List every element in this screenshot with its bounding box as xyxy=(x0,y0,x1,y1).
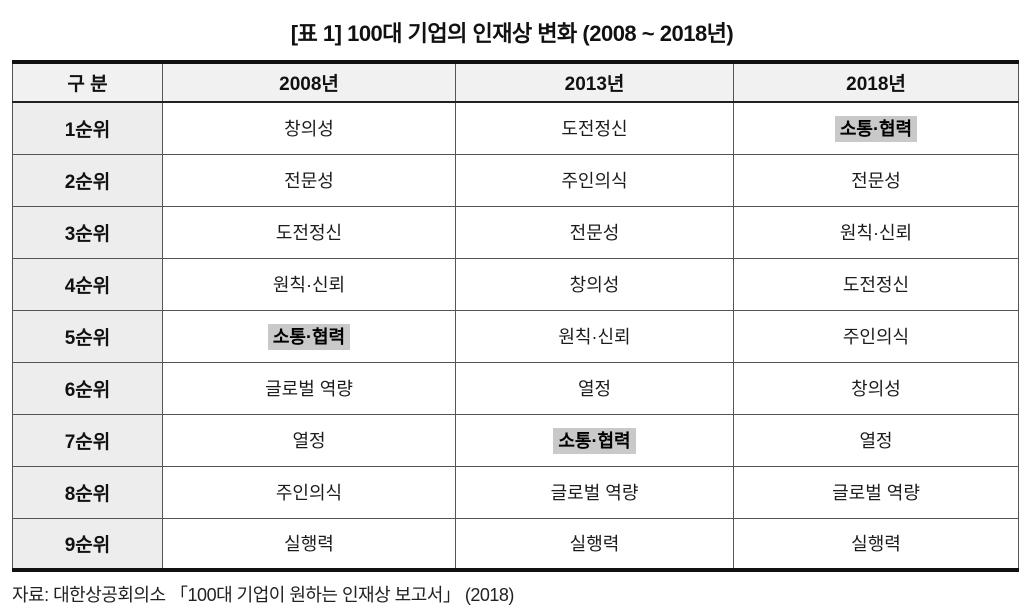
rank-cell: 4순위 xyxy=(12,257,163,311)
value-cell: 열정 xyxy=(733,413,1019,467)
header-cell-year: 2018년 xyxy=(733,61,1019,103)
table-row: 8순위 주인의식 글로벌 역량 글로벌 역량 xyxy=(12,465,1019,519)
rank-cell: 6순위 xyxy=(12,361,163,415)
table-title: [표 1] 100대 기업의 인재상 변화 (2008 ~ 2018년) xyxy=(290,21,734,46)
value-cell: 글로벌 역량 xyxy=(733,465,1019,519)
rank-cell: 9순위 xyxy=(12,517,163,571)
table-row: 9순위 실행력 실행력 실행력 xyxy=(12,517,1019,571)
value-cell: 소통·협력 xyxy=(733,101,1019,155)
value-cell: 주인의식 xyxy=(162,465,456,519)
value-cell: 실행력 xyxy=(455,517,734,571)
value-cell: 실행력 xyxy=(162,517,456,571)
highlighted-value: 소통·협력 xyxy=(834,116,918,143)
value-cell: 창의성 xyxy=(162,101,456,155)
value-cell: 글로벌 역량 xyxy=(455,465,734,519)
value-cell: 도전정신 xyxy=(455,101,734,155)
value-cell: 소통·협력 xyxy=(162,309,456,363)
talent-table: 구 분 2008년 2013년 2018년 1순위 창의성 도전정신 소통·협력 2순위 전문성… xyxy=(12,60,1019,572)
value-cell: 전문성 xyxy=(455,205,734,259)
highlighted-value: 소통·협력 xyxy=(553,428,636,454)
header-row: 구 분 2008년 2013년 2018년 xyxy=(12,61,1019,103)
table-row: 5순위 소통·협력 원칙·신뢰 주인의식 xyxy=(12,309,1019,363)
value-cell: 주인의식 xyxy=(733,309,1019,363)
value-cell: 창의성 xyxy=(733,361,1019,415)
value-cell: 원칙·신뢰 xyxy=(455,309,734,363)
value-cell: 전문성 xyxy=(162,153,456,207)
value-cell: 원칙·신뢰 xyxy=(162,257,456,311)
rank-cell: 5순위 xyxy=(12,309,163,363)
rank-cell: 1순위 xyxy=(12,101,163,155)
value-cell: 실행력 xyxy=(733,517,1019,571)
header-cell-year: 2008년 xyxy=(162,61,456,103)
rank-cell: 3순위 xyxy=(12,205,163,259)
value-cell: 창의성 xyxy=(455,257,734,311)
table-row: 6순위 글로벌 역량 열정 창의성 xyxy=(12,361,1019,415)
rank-cell: 8순위 xyxy=(12,465,163,519)
value-cell: 열정 xyxy=(162,413,456,467)
table-row: 3순위 도전정신 전문성 원칙·신뢰 xyxy=(12,205,1019,259)
value-cell: 도전정신 xyxy=(733,257,1019,311)
value-cell: 원칙·신뢰 xyxy=(733,205,1019,259)
value-cell: 전문성 xyxy=(733,153,1019,207)
header-cell-category: 구 분 xyxy=(12,61,163,103)
source-note: 자료: 대한상공회의소 「100대 기업이 원하는 인재상 보고서」 (2018… xyxy=(12,585,514,605)
value-cell: 열정 xyxy=(455,361,734,415)
table-row: 7순위 열정 소통·협력 열정 xyxy=(12,413,1019,467)
table-body: 1순위 창의성 도전정신 소통·협력 2순위 전문성 주인의식 전문성 3순위 도전정신 전문성 원칙… xyxy=(12,101,1019,571)
highlighted-value: 소통·협력 xyxy=(267,324,351,350)
value-cell: 글로벌 역량 xyxy=(162,361,456,415)
value-cell: 소통·협력 xyxy=(455,413,734,467)
table-row: 1순위 창의성 도전정신 소통·협력 xyxy=(12,101,1019,155)
rank-cell: 7순위 xyxy=(12,413,163,467)
value-cell: 도전정신 xyxy=(162,205,456,259)
table-row: 2순위 전문성 주인의식 전문성 xyxy=(12,153,1019,207)
rank-cell: 2순위 xyxy=(12,153,163,207)
header-cell-year: 2013년 xyxy=(455,61,734,103)
table-row: 4순위 원칙·신뢰 창의성 도전정신 xyxy=(12,257,1019,311)
value-cell: 주인의식 xyxy=(455,153,734,207)
